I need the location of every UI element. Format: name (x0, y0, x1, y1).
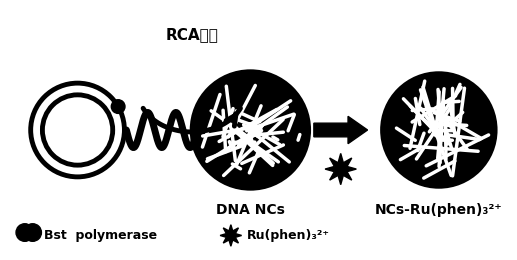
Text: Ru(phen)₃²⁺: Ru(phen)₃²⁺ (247, 229, 329, 242)
Text: DNA NCs: DNA NCs (216, 203, 285, 217)
Circle shape (16, 224, 34, 241)
Text: Bst  polymerase: Bst polymerase (44, 229, 158, 242)
Circle shape (382, 73, 495, 187)
Circle shape (24, 224, 41, 241)
Polygon shape (325, 153, 356, 185)
FancyArrow shape (314, 116, 368, 144)
Text: RCA扩增: RCA扩增 (165, 28, 218, 42)
Circle shape (192, 72, 309, 188)
Text: NCs-Ru(phen)₃²⁺: NCs-Ru(phen)₃²⁺ (375, 203, 503, 217)
Circle shape (111, 100, 125, 113)
Polygon shape (220, 225, 241, 246)
